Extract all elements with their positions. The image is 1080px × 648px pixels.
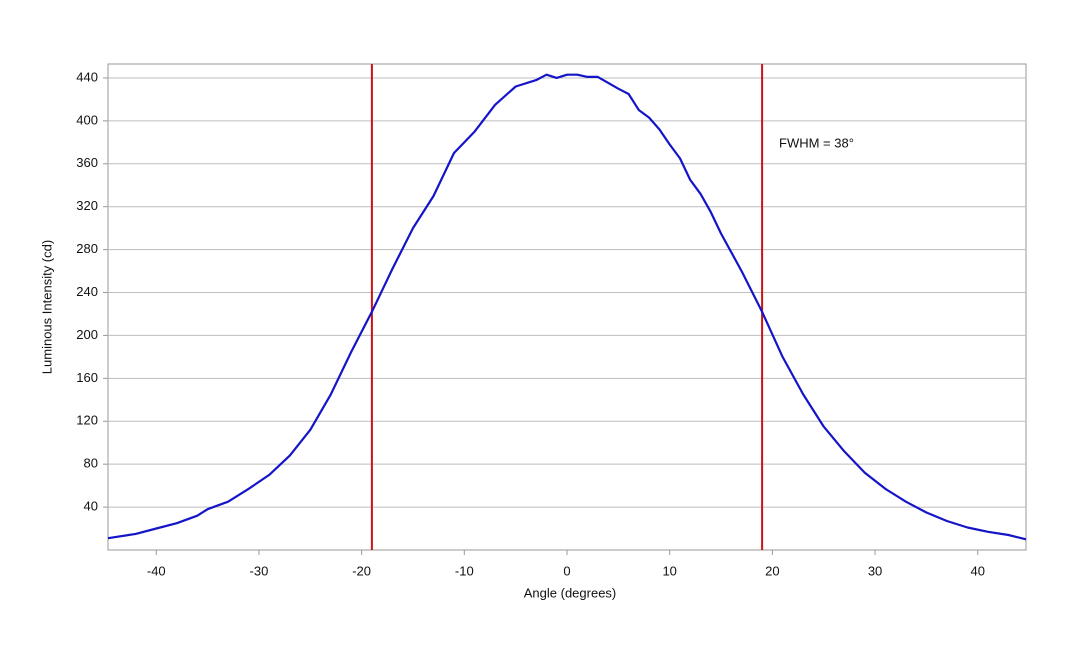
y-tick-label: 240 bbox=[76, 284, 98, 299]
x-tick-label: 40 bbox=[971, 563, 985, 578]
y-tick-label: 400 bbox=[76, 112, 98, 127]
y-tick-label: 320 bbox=[76, 198, 98, 213]
y-tick-label: 160 bbox=[76, 370, 98, 385]
x-tick-label: 30 bbox=[868, 563, 882, 578]
y-tick-label: 360 bbox=[76, 155, 98, 170]
y-tick-label: 440 bbox=[76, 69, 98, 84]
annotation: FWHM = 38° bbox=[779, 135, 854, 150]
x-axis-label: Angle (degrees) bbox=[524, 585, 617, 600]
x-tick-label: 0 bbox=[563, 563, 570, 578]
x-tick-label: -30 bbox=[250, 563, 269, 578]
data-line bbox=[107, 73, 1027, 541]
x-tick-label: -40 bbox=[147, 563, 166, 578]
y-tick-label: 80 bbox=[84, 456, 98, 471]
x-tick-label: 10 bbox=[662, 563, 676, 578]
x-tick-label: -10 bbox=[455, 563, 474, 578]
y-tick-label: 280 bbox=[76, 241, 98, 256]
plot-frame bbox=[107, 63, 1027, 551]
y-tick-label: 120 bbox=[76, 413, 98, 428]
x-tick-label: -20 bbox=[352, 563, 371, 578]
x-tick-label: 20 bbox=[765, 563, 779, 578]
y-tick-label: 40 bbox=[84, 499, 98, 514]
y-tick-label: 200 bbox=[76, 327, 98, 342]
y-axis-label: Luminous Intensity (cd) bbox=[39, 240, 54, 374]
